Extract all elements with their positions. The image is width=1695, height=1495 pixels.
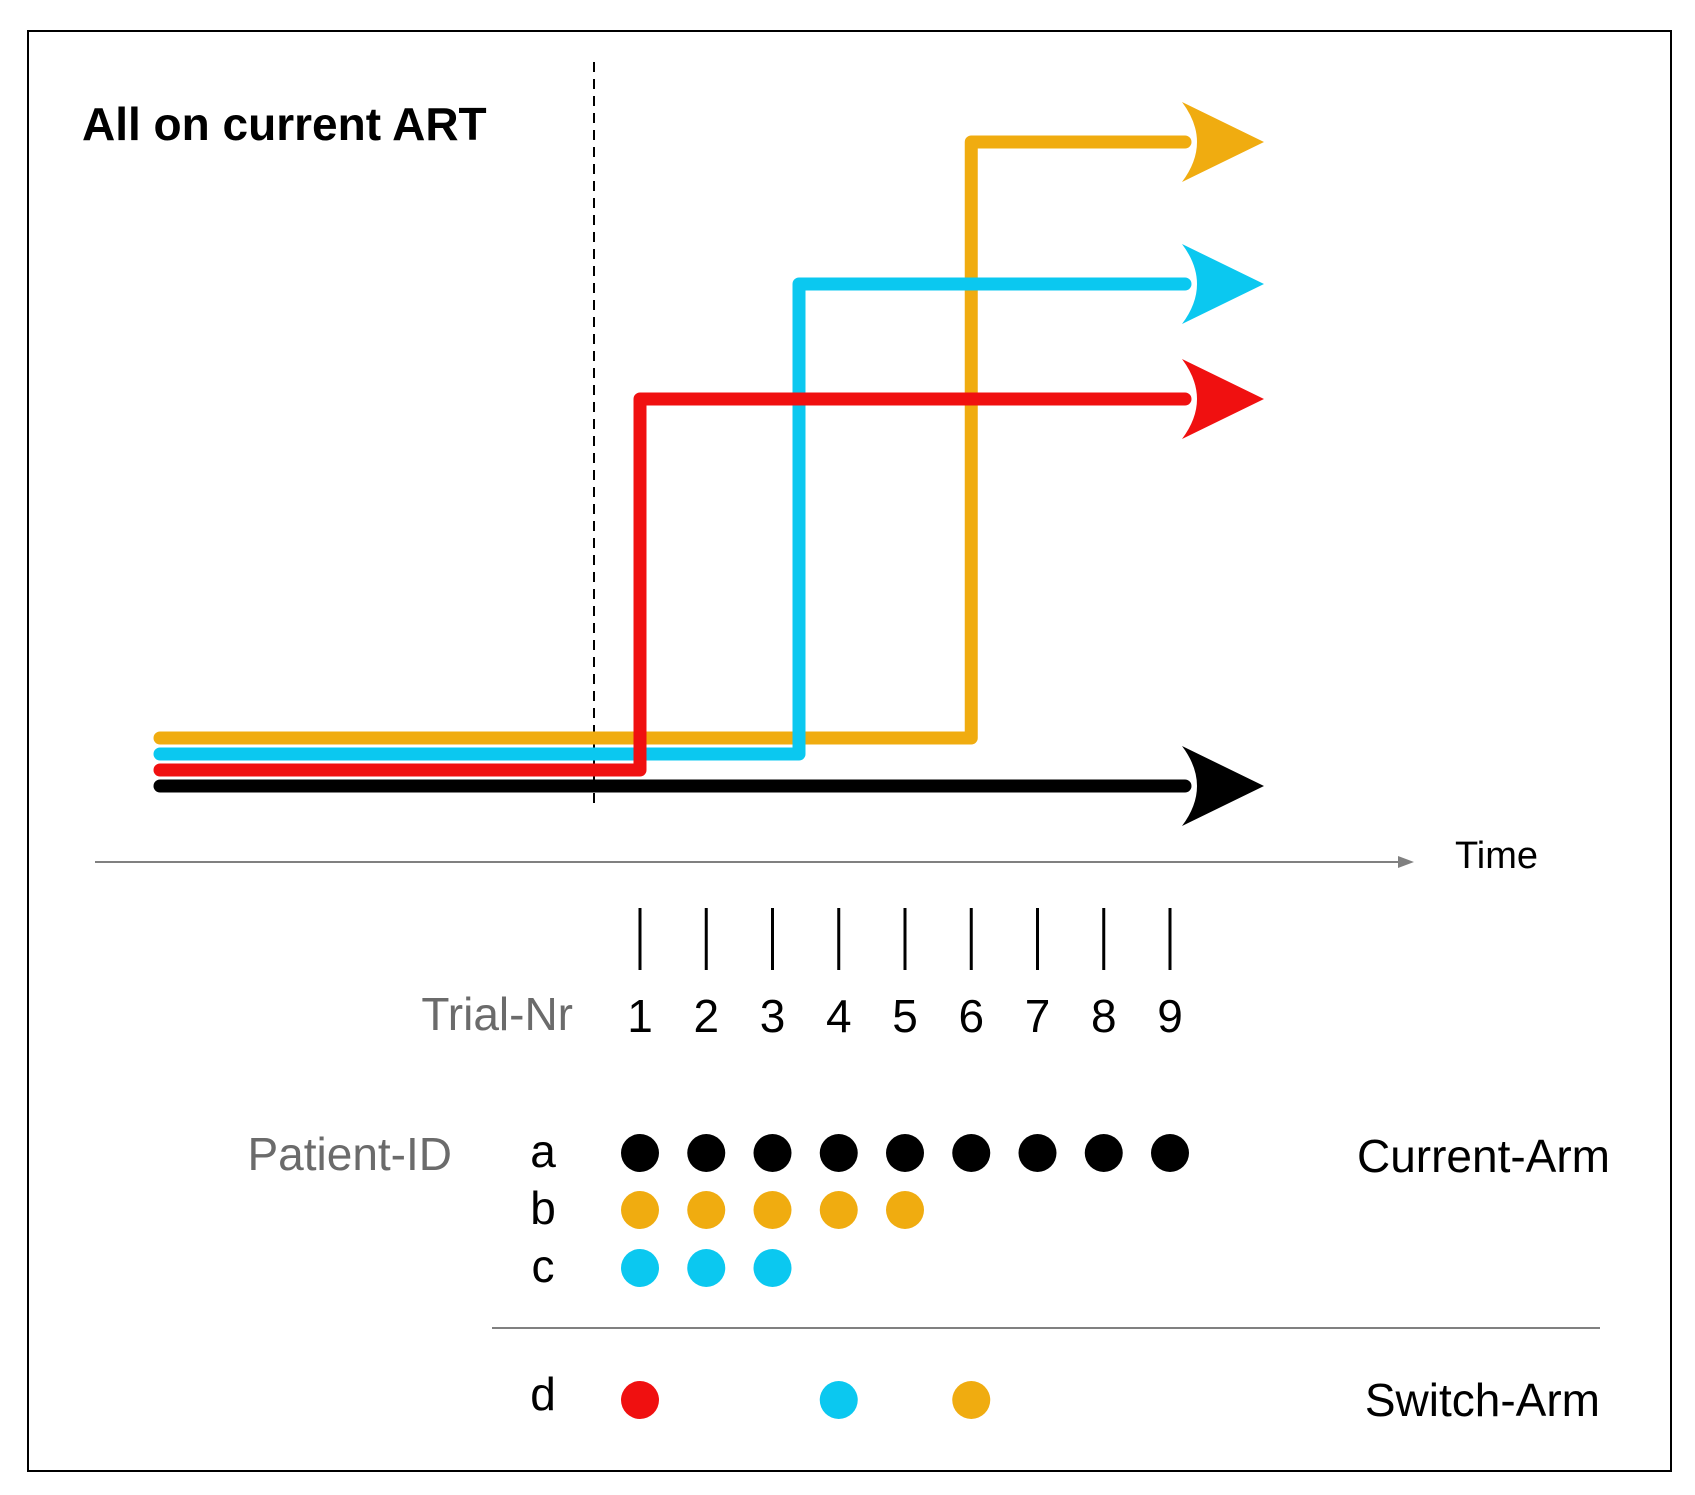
trial-dot <box>952 1381 991 1419</box>
trial-number: 9 <box>1157 990 1183 1042</box>
treatment-pathways <box>153 102 1264 826</box>
trial-dot <box>753 1134 792 1172</box>
trial-number: 3 <box>760 990 786 1042</box>
patient-row-c: c <box>532 1240 792 1292</box>
pathway-d-red <box>153 359 1264 777</box>
trial-dot <box>1084 1134 1123 1172</box>
trial-dot <box>753 1191 792 1229</box>
trial-dot <box>621 1191 659 1229</box>
trial-dot <box>819 1381 858 1419</box>
trial-dot <box>819 1134 858 1172</box>
pathway-line-d-red <box>153 392 1192 777</box>
frame-border <box>27 30 1672 1472</box>
pathway-arrowhead-d-red <box>1182 359 1264 439</box>
current-arm-rows: abc <box>530 1125 1189 1292</box>
trial-dot <box>1151 1134 1189 1172</box>
pathway-arrowhead-d-cyan <box>1182 244 1264 324</box>
trial-dot <box>952 1134 991 1172</box>
patient-id-label: Patient-ID <box>247 1128 452 1180</box>
trial-dot <box>621 1134 659 1172</box>
pathway-line-d-orange <box>153 135 1192 745</box>
pathway-arrowhead-d-orange <box>1182 102 1264 182</box>
time-axis: Time <box>95 835 1538 877</box>
trial-dot <box>1018 1134 1057 1172</box>
switch-arm-rows: d <box>530 1368 991 1420</box>
trial-number: 4 <box>826 990 852 1042</box>
patient-row-a: a <box>530 1125 1189 1177</box>
patient-id: d <box>530 1368 556 1420</box>
trial-dot <box>687 1134 726 1172</box>
patient-row-d: d <box>530 1368 991 1420</box>
switch-arm-label: Switch-Arm <box>1365 1374 1600 1426</box>
trial-number: 7 <box>1025 990 1051 1042</box>
trial-dot <box>753 1249 792 1287</box>
patient-id: a <box>530 1125 556 1177</box>
trial-dot <box>621 1381 659 1419</box>
trial-dot <box>687 1249 726 1287</box>
trial-number: 1 <box>627 990 653 1042</box>
patient-id: b <box>530 1182 556 1234</box>
time-axis-label: Time <box>1455 835 1538 877</box>
patient-id: c <box>532 1240 555 1292</box>
trial-number: 8 <box>1091 990 1117 1042</box>
time-axis-arrowhead <box>1398 856 1414 868</box>
trial-number: 6 <box>958 990 984 1042</box>
trial-dot <box>687 1191 726 1229</box>
trial-dot <box>819 1191 858 1229</box>
pathway-a <box>153 746 1264 826</box>
current-arm-label: Current-Arm <box>1357 1130 1610 1182</box>
trial-number: 5 <box>892 990 918 1042</box>
pathway-d-orange <box>153 102 1264 745</box>
patient-row-b: b <box>530 1182 924 1234</box>
trial-nr-label: Trial-Nr <box>421 988 573 1040</box>
trial-number: 2 <box>693 990 719 1042</box>
trial-dot <box>886 1134 924 1172</box>
trial-dot <box>886 1191 924 1229</box>
pathway-line-d-cyan <box>153 277 1192 761</box>
diagram-title: All on current ART <box>82 98 487 150</box>
trial-dot <box>621 1249 659 1287</box>
pathway-d-cyan <box>153 244 1264 761</box>
pathway-arrowhead-a <box>1182 746 1264 826</box>
